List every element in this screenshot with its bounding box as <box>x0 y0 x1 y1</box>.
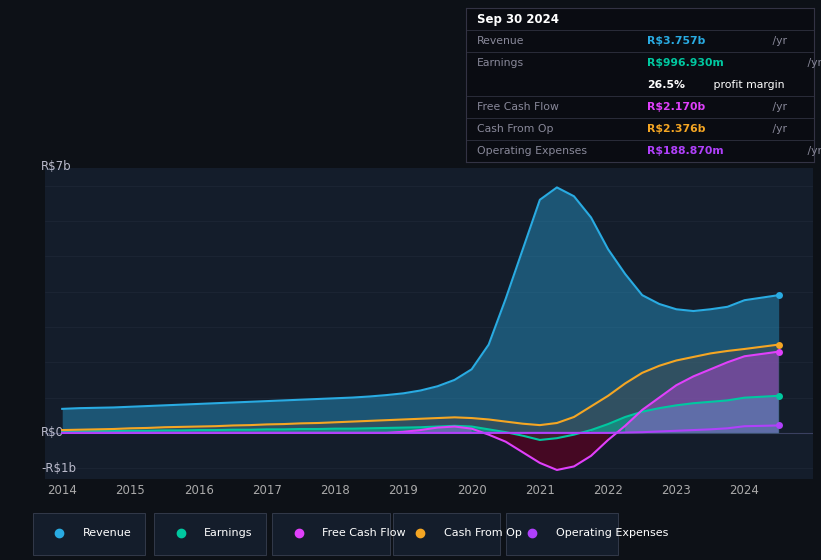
Text: Earnings: Earnings <box>477 58 524 68</box>
Text: /yr: /yr <box>769 102 787 113</box>
Text: R$996.930m: R$996.930m <box>647 58 724 68</box>
Text: Free Cash Flow: Free Cash Flow <box>323 529 406 538</box>
Text: Earnings: Earnings <box>204 529 253 538</box>
Text: R$0: R$0 <box>41 426 64 440</box>
Text: R$188.870m: R$188.870m <box>647 146 724 156</box>
Text: Cash From Op: Cash From Op <box>443 529 521 538</box>
Text: /yr: /yr <box>769 124 787 134</box>
Text: Operating Expenses: Operating Expenses <box>477 146 587 156</box>
Text: -R$1b: -R$1b <box>41 461 76 475</box>
FancyBboxPatch shape <box>273 513 391 555</box>
FancyBboxPatch shape <box>33 513 145 555</box>
Text: Sep 30 2024: Sep 30 2024 <box>477 13 559 26</box>
Text: R$2.170b: R$2.170b <box>647 102 705 113</box>
Text: profit margin: profit margin <box>710 81 785 90</box>
Text: /yr: /yr <box>804 58 821 68</box>
Text: 26.5%: 26.5% <box>647 81 686 90</box>
Text: Revenue: Revenue <box>477 36 525 46</box>
Text: Cash From Op: Cash From Op <box>477 124 553 134</box>
FancyBboxPatch shape <box>393 513 500 555</box>
Text: Operating Expenses: Operating Expenses <box>556 529 668 538</box>
Text: R$2.376b: R$2.376b <box>647 124 706 134</box>
FancyBboxPatch shape <box>506 513 618 555</box>
Text: R$3.757b: R$3.757b <box>647 36 706 46</box>
Text: /yr: /yr <box>769 36 787 46</box>
FancyBboxPatch shape <box>154 513 266 555</box>
Text: Free Cash Flow: Free Cash Flow <box>477 102 558 113</box>
Text: R$7b: R$7b <box>41 160 72 173</box>
Text: Revenue: Revenue <box>83 529 132 538</box>
Text: /yr: /yr <box>804 146 821 156</box>
